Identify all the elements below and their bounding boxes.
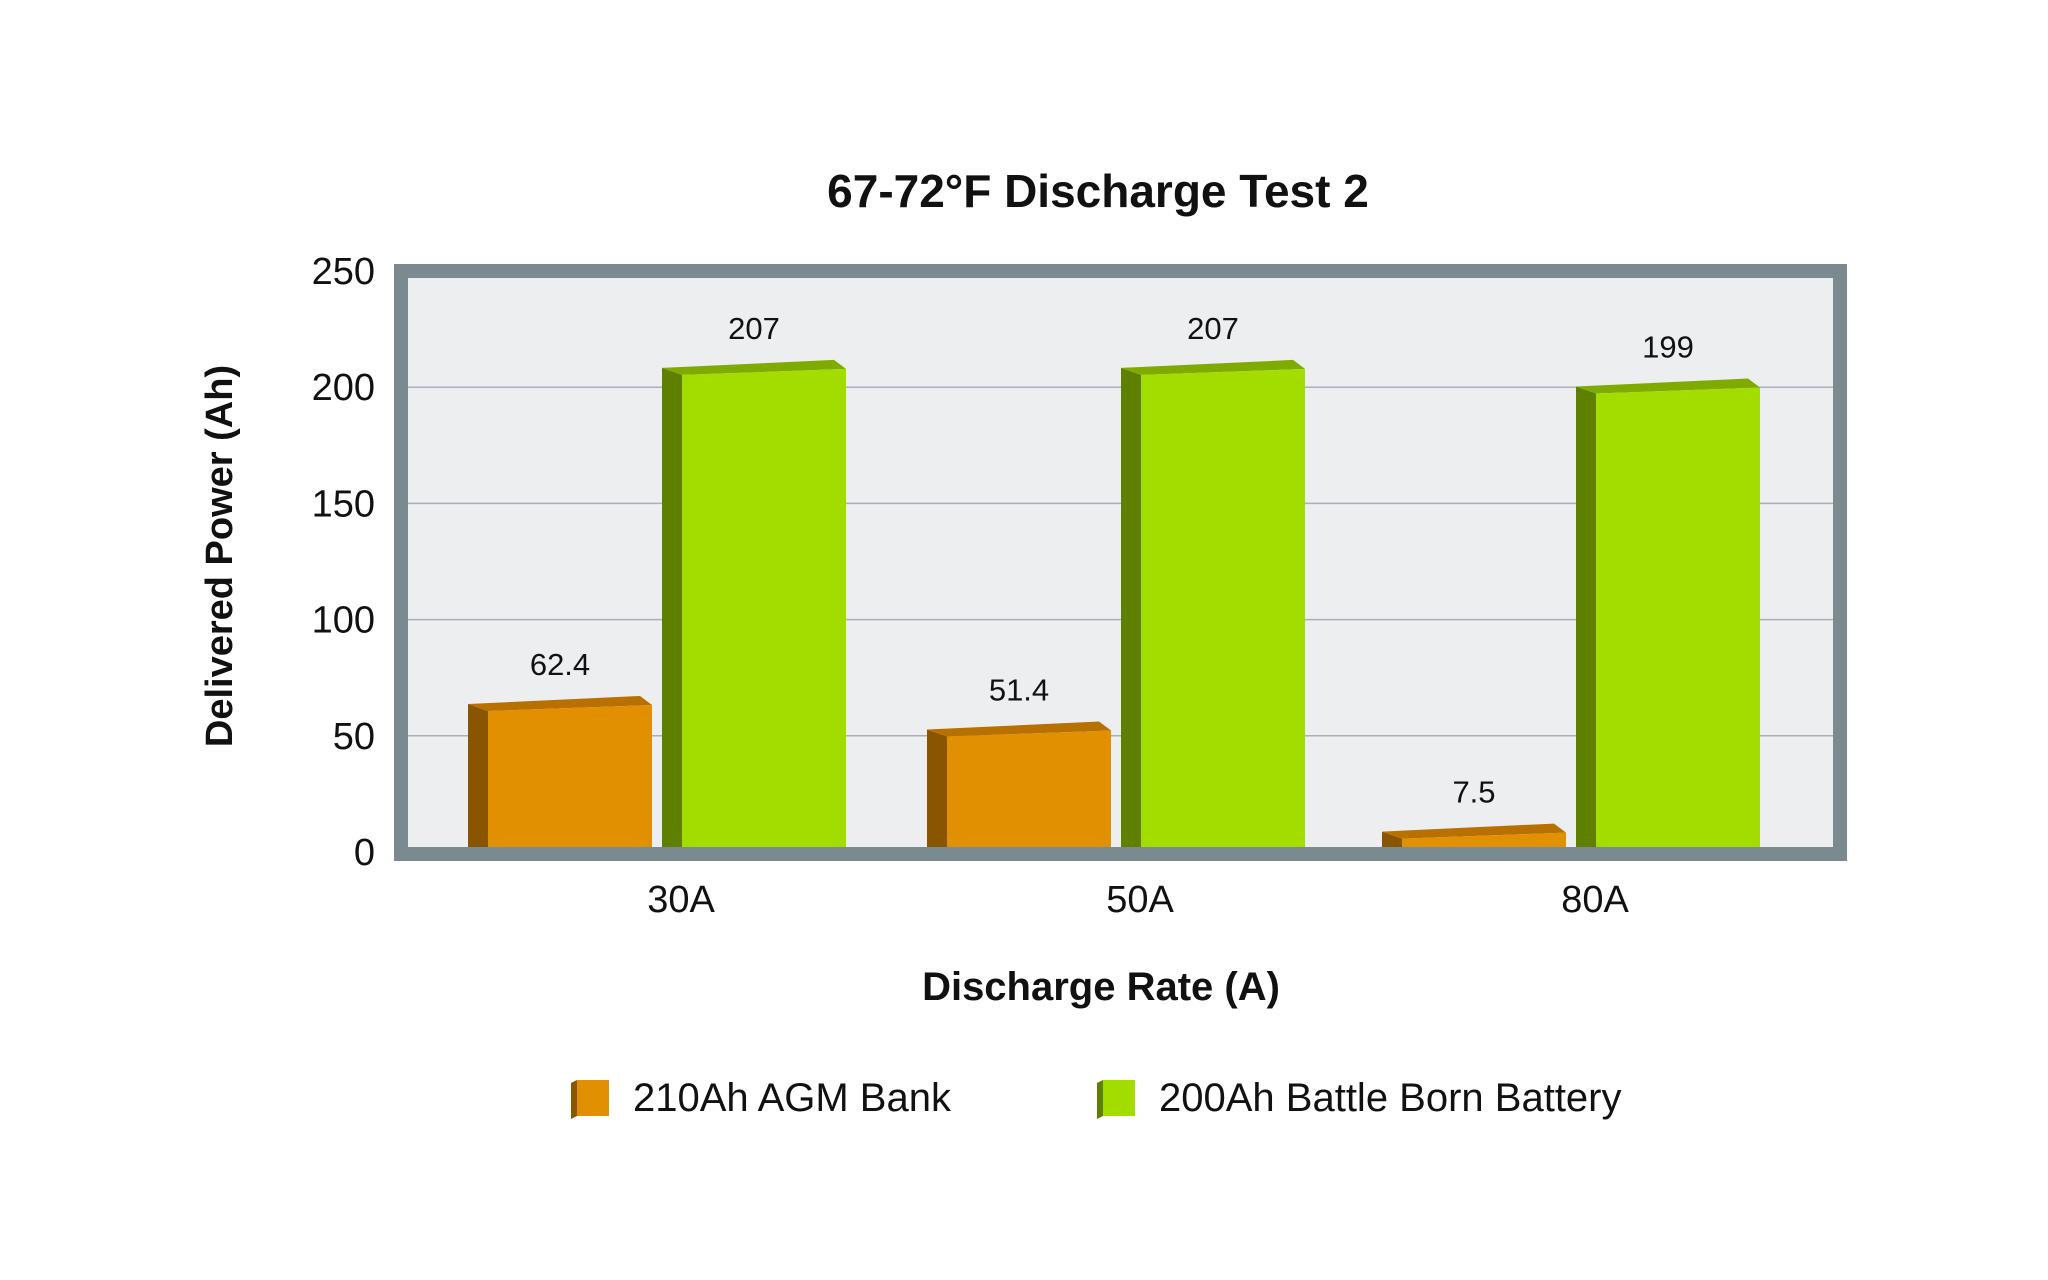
bar-top [1382,823,1566,839]
legend-swatch [577,1080,609,1116]
bar-top [1121,359,1305,375]
bar-top [1576,378,1760,394]
legend-label: 200Ah Battle Born Battery [1159,1076,1622,1120]
bar-side [1121,367,1141,852]
legend-swatch-side [1097,1080,1103,1119]
y-tick-label: 0 [354,832,375,874]
y-axis-label: Delivered Power (Ah) [199,365,241,747]
bar-front [488,704,652,852]
legend-swatch [1103,1080,1135,1116]
bar-side [468,703,488,852]
y-tick-label: 250 [312,251,375,293]
legend-swatch-side [571,1080,577,1119]
data-label: 207 [1187,311,1239,346]
legend-label: 210Ah AGM Bank [633,1076,952,1120]
y-tick-label: 100 [312,600,375,642]
bar-top [468,695,652,711]
data-label: 199 [1642,330,1694,365]
bar-agm-50A [927,721,1111,852]
bar-front [1141,368,1305,852]
bar-top [927,721,1111,737]
bar-battle-born-80A [1576,378,1760,852]
data-label: 207 [728,311,780,346]
x-tick-label: 50A [1106,879,1174,921]
x-tick-label: 30A [647,879,715,921]
data-label: 51.4 [989,673,1049,708]
bar-top [662,359,846,375]
bar-battle-born-50A [1121,359,1305,852]
bar-side [927,729,947,852]
bar-side [662,367,682,852]
x-axis-label: Discharge Rate (A) [922,965,1280,1009]
plot-frame-border [394,264,1847,861]
data-label: 7.5 [1452,775,1495,810]
chart-title: 67-72°F Discharge Test 2 [827,165,1369,217]
legend-item: 200Ah Battle Born Battery [1097,1076,1622,1120]
y-tick-label: 200 [312,367,375,409]
legend: 210Ah AGM Bank 200Ah Battle Born Battery [571,1076,1622,1120]
bar-front [947,730,1111,852]
x-tick-label: 80A [1561,879,1629,921]
bar-side [1576,386,1596,852]
data-label: 62.4 [530,647,590,682]
y-tick-label: 50 [333,716,375,758]
legend-item: 210Ah AGM Bank [571,1076,952,1120]
bar-side [1382,831,1402,852]
bar-front [1596,387,1760,852]
bar-battle-born-30A [662,359,846,852]
y-tick-label: 150 [312,483,375,525]
bar-agm-30A [468,695,652,852]
bar-front [682,368,846,852]
